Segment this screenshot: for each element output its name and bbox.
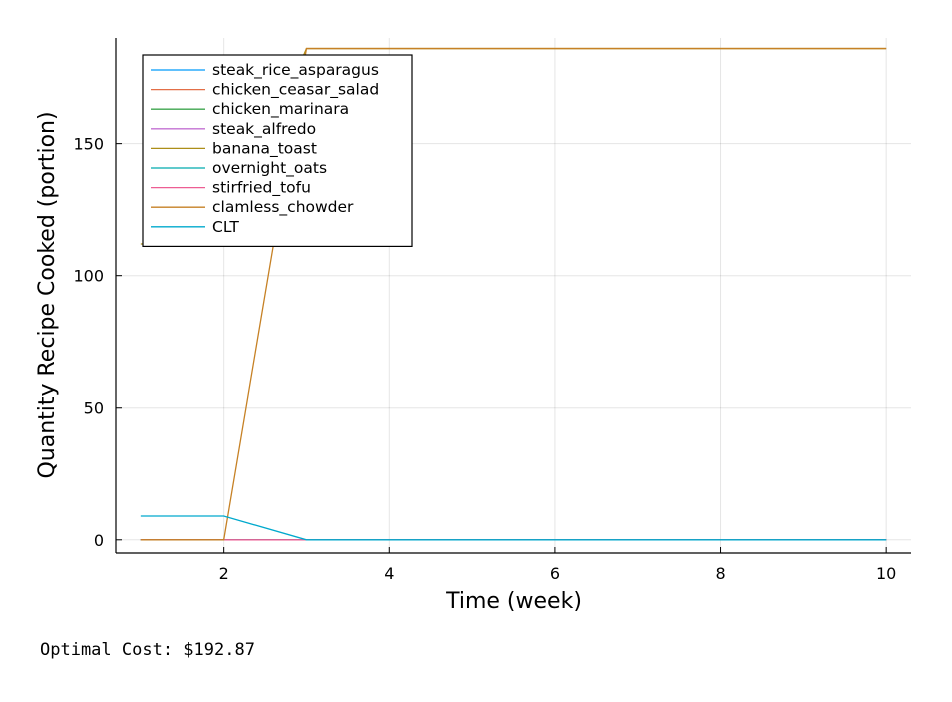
x-tick-label: 10 (876, 564, 896, 583)
legend-box (142, 54, 413, 247)
x-tick-label: 4 (384, 564, 394, 583)
series-line-clt (140, 515, 887, 541)
y-tick-label: 100 (73, 267, 104, 286)
legend-label: chicken_marinara (212, 100, 349, 119)
legend-label: steak_rice_asparagus (212, 61, 379, 80)
series-line-clamless-chowder (140, 47, 887, 541)
legend-label: stirfried_tofu (212, 179, 311, 198)
legend-label: steak_alfredo (212, 120, 316, 139)
x-axis-ticks: 2 4 6 8 10 (219, 547, 896, 583)
legend: steak_rice_asparaguschicken_ceasar_salad… (142, 54, 413, 247)
legend-label: overnight_oats (212, 159, 327, 178)
y-axis-title: Quantity Recipe Cooked (portion) (35, 111, 60, 478)
axes (115, 38, 911, 554)
legend-label: banana_toast (212, 139, 317, 158)
y-tick-label: 150 (73, 135, 104, 154)
legend-label: CLT (212, 218, 239, 236)
y-axis-ticks: 0 50 100 150 (73, 135, 122, 550)
optimal-cost-text: Optimal Cost: $192.87 (40, 640, 255, 660)
y-tick-label: 50 (84, 399, 104, 418)
legend-label: clamless_chowder (212, 198, 354, 217)
line-chart: 2 4 6 8 10 0 50 100 150 Time (week) Quantity Re… (35, 38, 911, 614)
x-tick-label: 2 (219, 564, 229, 583)
legend-label: chicken_ceasar_salad (212, 81, 379, 100)
y-tick-label: 0 (94, 531, 104, 550)
x-axis-title: Time (week) (445, 589, 582, 614)
x-tick-label: 8 (715, 564, 725, 583)
x-tick-label: 6 (550, 564, 560, 583)
